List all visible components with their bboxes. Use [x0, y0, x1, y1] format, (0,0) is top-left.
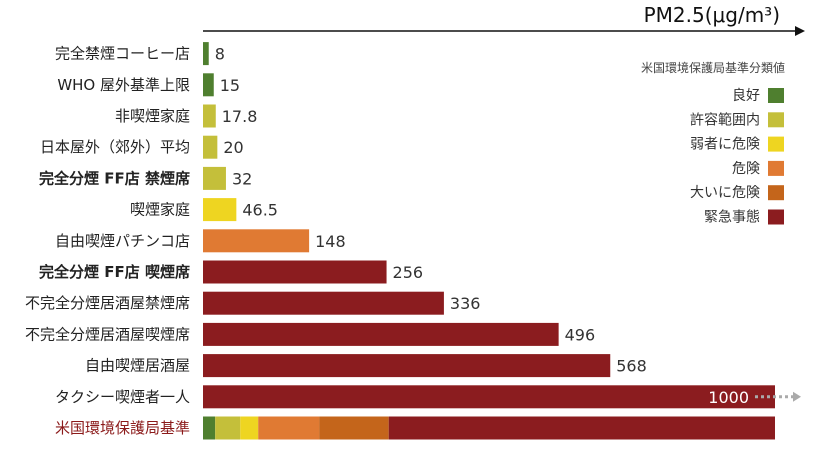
- value-label: 15: [220, 76, 240, 95]
- value-label: 336: [450, 294, 481, 313]
- bar: [203, 73, 214, 97]
- category-label: タクシー喫煙者一人: [55, 388, 190, 406]
- x-axis-arrowhead: [795, 26, 805, 36]
- category-label: WHO 屋外基準上限: [57, 76, 190, 94]
- category-label: 完全分煙 FF店 喫煙席: [39, 263, 190, 281]
- bar: [203, 135, 218, 159]
- legend-swatch: [768, 112, 784, 128]
- legend-label: 弱者に危険: [690, 137, 760, 153]
- legend-swatch: [768, 160, 784, 176]
- legend-swatch: [768, 88, 784, 103]
- value-label: 148: [315, 232, 346, 251]
- reference-segment: [258, 416, 320, 440]
- category-label: 日本屋外（郊外）平均: [40, 138, 190, 156]
- bar: [203, 42, 209, 66]
- bar: [203, 198, 237, 222]
- bar: [203, 322, 559, 346]
- value-label: 496: [565, 325, 596, 344]
- value-label: 20: [223, 138, 243, 157]
- value-label: 1000: [708, 388, 749, 407]
- value-label: 32: [232, 169, 252, 188]
- category-label: 非喫煙家庭: [115, 107, 190, 125]
- reference-segment: [388, 416, 775, 440]
- value-label: 568: [616, 357, 647, 376]
- category-label: 喫煙家庭: [130, 201, 190, 219]
- legend-label: 許容範囲内: [690, 111, 760, 128]
- reference-label: 米国環境保護局基準: [55, 419, 190, 437]
- legend-swatch: [768, 185, 784, 201]
- bar: [203, 291, 444, 315]
- legend-swatch: [768, 136, 784, 152]
- bar: [203, 229, 310, 253]
- bar: [203, 166, 226, 190]
- value-label: 256: [393, 263, 424, 282]
- category-label: 自由喫煙居酒屋: [85, 357, 190, 375]
- bar: [203, 260, 387, 284]
- reference-segment: [215, 416, 241, 440]
- legend-label: 危険: [732, 161, 760, 177]
- legend-swatch: [768, 209, 784, 225]
- category-label: 不完全分煙居酒屋禁煙席: [25, 294, 190, 312]
- value-label: 46.5: [242, 201, 278, 220]
- category-label: 完全禁煙コーヒー店: [55, 45, 190, 63]
- legend-title: 米国環境保護局基準分類値: [641, 60, 785, 75]
- bar: [203, 385, 775, 409]
- bar: [203, 104, 216, 128]
- reference-segment: [203, 416, 216, 440]
- legend-label: 大いに危険: [690, 185, 760, 201]
- bars-group: 完全禁煙コーヒー店 8 WHO 屋外基準上限 15 非喫煙家庭 17.8 日本屋外（郊外）平…: [25, 42, 801, 440]
- bar: [203, 354, 611, 378]
- category-label: 自由喫煙パチンコ店: [55, 232, 190, 250]
- value-label: 8: [215, 45, 225, 64]
- truncation-arrowhead: [793, 391, 801, 402]
- reference-segment: [240, 416, 259, 440]
- legend-label: 緊急事態: [704, 210, 760, 226]
- value-label: 17.8: [222, 107, 258, 126]
- category-label: 不完全分煙居酒屋喫煙席: [25, 325, 190, 343]
- unit-label: PM2.5(μg/m³): [644, 3, 780, 27]
- legend-label: 良好: [732, 88, 760, 104]
- reference-segment: [319, 416, 389, 440]
- category-label: 完全分煙 FF店 禁煙席: [39, 169, 190, 187]
